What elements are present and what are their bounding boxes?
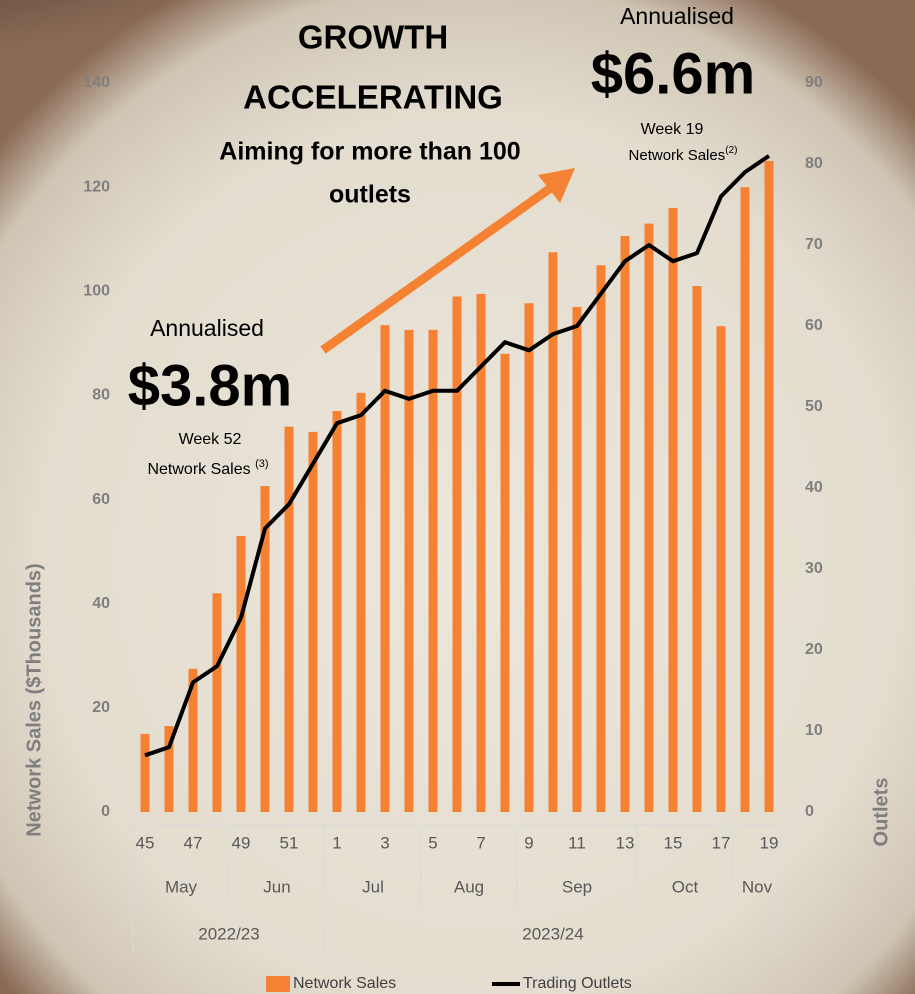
bar bbox=[524, 303, 534, 812]
bar bbox=[668, 207, 678, 812]
bar bbox=[428, 329, 438, 812]
y2-tick-label: 0 bbox=[805, 803, 814, 820]
bar bbox=[236, 536, 246, 812]
y2-tick-label: 10 bbox=[805, 722, 823, 739]
y-tick-label: 120 bbox=[83, 178, 110, 195]
line bbox=[144, 154, 771, 758]
y2-tick-label: 60 bbox=[805, 317, 823, 334]
annotation: Week 19 bbox=[641, 121, 704, 138]
group-label: Jul bbox=[362, 877, 384, 896]
y-tick-label: 20 bbox=[92, 699, 110, 716]
bar bbox=[164, 726, 174, 812]
x-tick-label: 5 bbox=[428, 833, 437, 852]
annotation: Network Sales (3) bbox=[147, 458, 268, 478]
y-tick-label: 60 bbox=[92, 491, 110, 508]
x-tick-label: 19 bbox=[760, 833, 779, 852]
bar bbox=[308, 431, 318, 812]
bar bbox=[380, 325, 390, 812]
x-tick-label: 17 bbox=[712, 833, 731, 852]
bar bbox=[596, 265, 606, 812]
bar bbox=[644, 223, 654, 813]
x-tick-label: 3 bbox=[380, 833, 389, 852]
y2-tick-label: 20 bbox=[805, 641, 823, 658]
bar bbox=[572, 306, 582, 812]
bar bbox=[692, 286, 702, 812]
x-tick-label: 13 bbox=[616, 833, 635, 852]
x-tick-label: 51 bbox=[280, 833, 299, 852]
annotation-value: $3.8m bbox=[128, 353, 292, 418]
y2-tick-label: 90 bbox=[805, 74, 823, 91]
x-tick-label: 9 bbox=[524, 833, 533, 852]
y2-axis-label: Outlets bbox=[870, 778, 892, 847]
bar bbox=[260, 486, 270, 812]
bar bbox=[404, 329, 414, 812]
annotation-value: $6.6m bbox=[591, 41, 755, 106]
x-tick-label: 49 bbox=[232, 833, 251, 852]
bar bbox=[548, 252, 558, 812]
annotation: Week 52 bbox=[179, 431, 242, 448]
background-shadow bbox=[0, 0, 368, 70]
annotation: Annualised bbox=[620, 3, 734, 29]
bar bbox=[452, 296, 462, 812]
group-label: 2022/23 bbox=[198, 924, 259, 943]
x-tick-label: 15 bbox=[664, 833, 683, 852]
bar bbox=[356, 392, 366, 812]
annotation: Annualised bbox=[150, 315, 264, 341]
x-tick-label: 7 bbox=[476, 833, 485, 852]
group-label: Sep bbox=[562, 877, 592, 896]
bar bbox=[332, 411, 342, 812]
x-tick-label: 47 bbox=[184, 833, 203, 852]
bar bbox=[620, 236, 630, 813]
x-tick-label: 1 bbox=[332, 833, 341, 852]
group-label: Oct bbox=[672, 877, 699, 896]
y-axis-label: Network Sales ($Thousands) bbox=[23, 563, 45, 836]
annotation-ref: (3) bbox=[255, 458, 268, 470]
x-tick-label: 45 bbox=[136, 833, 155, 852]
y-tick-label: 100 bbox=[83, 283, 110, 300]
bar bbox=[476, 293, 486, 812]
legend-label: Trading Outlets bbox=[523, 975, 632, 992]
bar bbox=[188, 668, 198, 812]
annotation-note: Network Sales bbox=[629, 147, 726, 164]
y2-tick-label: 30 bbox=[805, 560, 823, 577]
y-tick-label: 0 bbox=[101, 803, 110, 820]
y2-tick-label: 80 bbox=[805, 155, 823, 172]
bar bbox=[140, 733, 150, 812]
bar bbox=[716, 326, 726, 812]
arrow-head bbox=[538, 168, 575, 203]
x-tick-label: 11 bbox=[568, 833, 586, 852]
bar bbox=[284, 426, 294, 812]
bar bbox=[764, 161, 774, 812]
legend-swatch bbox=[266, 976, 290, 992]
annotation-ref: (2) bbox=[725, 145, 737, 156]
title: ACCELERATING bbox=[243, 79, 503, 116]
subtitle: Aiming for more than 100 bbox=[219, 138, 520, 166]
group-label: Jun bbox=[263, 877, 290, 896]
bar bbox=[500, 353, 510, 812]
title: GROWTH bbox=[298, 19, 448, 56]
group-label: May bbox=[165, 877, 198, 896]
bar bbox=[740, 187, 750, 813]
bar bbox=[212, 593, 222, 812]
subtitle: outlets bbox=[329, 181, 411, 209]
group-label: 2023/24 bbox=[522, 924, 583, 943]
annotation: Network Sales(2) bbox=[629, 145, 738, 164]
y2-tick-label: 40 bbox=[805, 479, 823, 496]
group-label: Aug bbox=[454, 877, 484, 896]
y-tick-label: 140 bbox=[83, 74, 110, 91]
group-label: Nov bbox=[742, 877, 773, 896]
annotation-note: Network Sales bbox=[147, 461, 255, 478]
y-tick-label: 80 bbox=[92, 387, 110, 404]
y2-tick-label: 50 bbox=[805, 398, 823, 415]
y-tick-label: 40 bbox=[92, 595, 110, 612]
arrow bbox=[320, 183, 555, 354]
y2-tick-label: 70 bbox=[805, 236, 823, 253]
legend-label: Network Sales bbox=[293, 975, 396, 992]
